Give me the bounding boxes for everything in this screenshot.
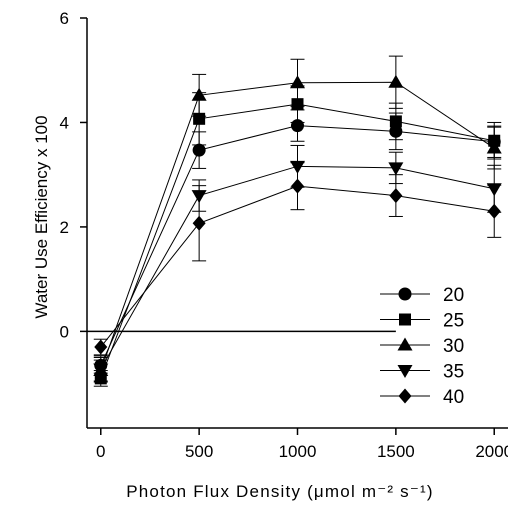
legend-marker — [399, 389, 412, 404]
legend-item-30: 30 — [380, 336, 464, 357]
data-point — [390, 115, 402, 127]
x-tick-label: 1500 — [377, 442, 415, 461]
series-layer — [93, 56, 501, 386]
x-tick-label: 2000 — [475, 442, 508, 461]
data-point — [488, 204, 501, 219]
legend-item-20: 20 — [380, 285, 464, 306]
legend-marker — [399, 314, 411, 326]
legend-label: 40 — [443, 387, 464, 408]
legend-label: 30 — [443, 336, 464, 357]
x-tick-label: 1000 — [279, 442, 317, 461]
legend-label: 35 — [443, 362, 464, 383]
legend-marker — [398, 338, 413, 351]
x-axis-label: Photon Flux Density (μmol m⁻² s⁻¹) — [126, 482, 434, 501]
data-point — [388, 75, 403, 88]
y-tick-label: 6 — [60, 9, 69, 28]
legend-item-35: 35 — [380, 362, 464, 383]
data-point — [290, 75, 305, 88]
y-tick-label: 0 — [60, 322, 69, 341]
tick-layer: 0 2 4 6 0 500 1000 1500 2000 — [60, 9, 508, 461]
data-point — [291, 179, 304, 194]
legend-item-40: 40 — [380, 387, 464, 408]
legend-item-25: 25 — [380, 311, 464, 332]
legend-marker — [399, 288, 412, 301]
y-tick-label: 4 — [60, 113, 69, 132]
y-tick-label: 2 — [60, 218, 69, 237]
series-40 — [94, 163, 501, 355]
x-tick-label: 500 — [185, 442, 213, 461]
x-tick-label: 0 — [96, 442, 105, 461]
data-point — [389, 188, 402, 203]
legend-label: 25 — [443, 311, 464, 332]
series-30 — [93, 56, 501, 381]
legend-marker — [398, 365, 413, 378]
series-line — [101, 186, 494, 347]
data-point — [193, 144, 206, 157]
legend-label: 20 — [443, 285, 464, 306]
legend: 20 25 30 35 40 — [380, 285, 464, 408]
y-axis-label: Water Use Efficiency x 100 — [32, 115, 51, 318]
